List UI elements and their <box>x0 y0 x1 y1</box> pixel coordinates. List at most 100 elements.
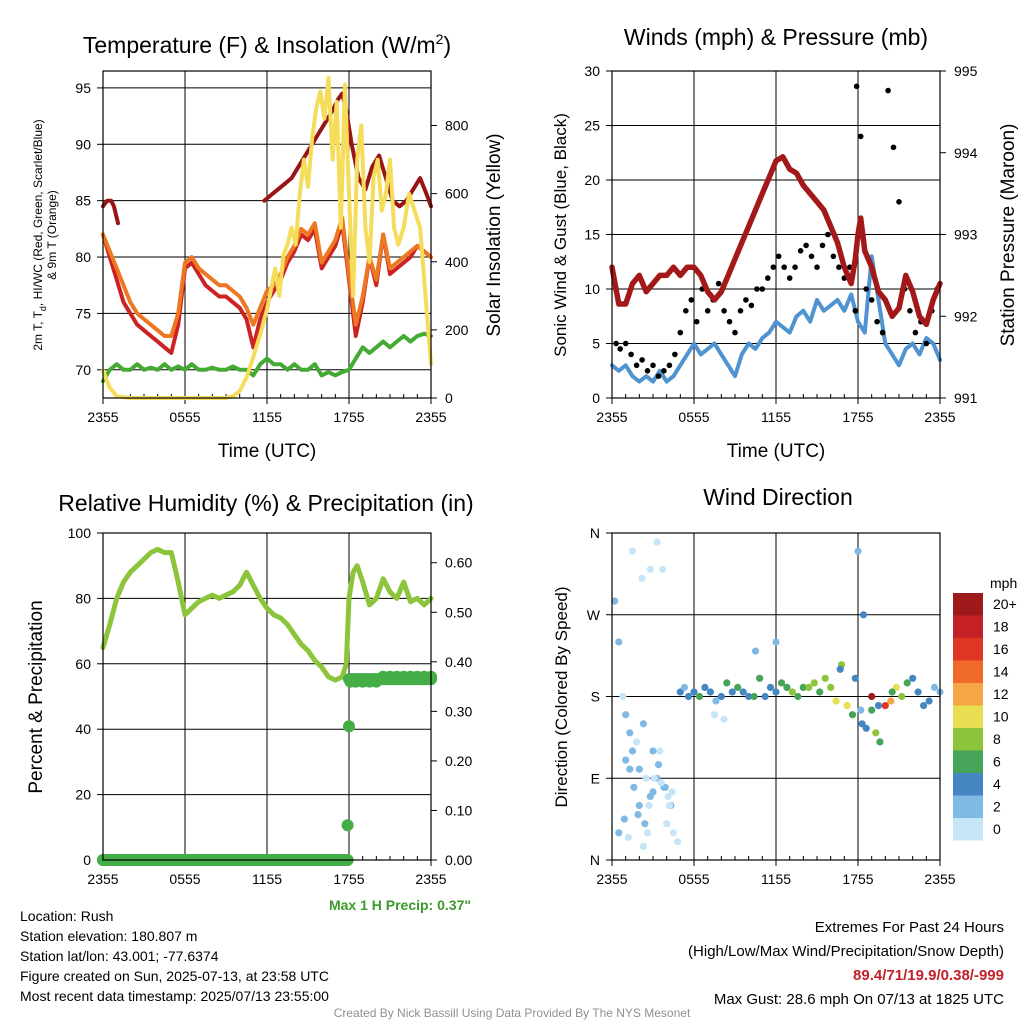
x-tick-label: 2355 <box>87 409 118 425</box>
direction-point <box>620 815 628 823</box>
x-tick-label: 0555 <box>678 409 709 425</box>
gust-point <box>666 362 673 369</box>
legend-swatch <box>953 638 983 661</box>
legend-swatch <box>953 750 983 773</box>
y-axis-label-line2: & 9m T (Orange) <box>45 190 59 280</box>
series-dewpoint <box>101 331 433 384</box>
direction-point <box>653 538 661 546</box>
x-axis-label: Time (UTC) <box>727 441 826 462</box>
gust-point <box>770 264 777 271</box>
direction-point <box>712 697 720 705</box>
chart-title: Relative Humidity (%) & Precipitation (i… <box>58 490 473 516</box>
y-tick-label: 25 <box>584 118 600 134</box>
direction-point <box>654 761 663 769</box>
gust-point <box>786 275 793 281</box>
created-text: Figure created on Sun, 2025-07-13, at 23… <box>20 968 329 984</box>
series-pressure <box>609 154 943 328</box>
direction-point <box>676 688 684 696</box>
plot-border <box>102 70 432 399</box>
direction-point <box>628 547 637 555</box>
credit-text: Created By Nick Bassill Using Data Provi… <box>333 1006 691 1020</box>
direction-point <box>643 829 652 837</box>
x-tick-label: 1155 <box>252 871 282 887</box>
gust-point <box>613 340 619 347</box>
direction-point <box>783 683 791 692</box>
gust-point <box>825 231 831 238</box>
gust-point <box>633 362 640 369</box>
direction-point <box>903 679 911 687</box>
direction-point <box>639 842 648 851</box>
chart-2: 2355 0555 1155 1755 2355 0 5 10 15 20 25 30 991 992 99… <box>551 24 1019 462</box>
legend-swatch <box>953 683 983 706</box>
y-axis-label: 2m T, Td, HI/WC (Red, Green, Scarlet/Blu… <box>31 119 48 350</box>
y-tick-label: 80 <box>75 590 91 606</box>
direction-point <box>909 674 917 682</box>
y-tick-label: W <box>587 607 601 623</box>
direction-point <box>650 774 659 782</box>
direction-point <box>674 838 682 846</box>
direction-point <box>657 779 665 787</box>
direction-point <box>859 611 868 619</box>
gust-point <box>775 253 782 260</box>
direction-point <box>874 702 883 710</box>
speed-legend: mph 20+ 18 16 14 12 10 8 6 4 2 0 <box>953 575 1017 841</box>
legend-swatch <box>953 728 983 751</box>
legend-label: 0 <box>993 821 1001 837</box>
direction-point <box>728 688 736 696</box>
direction-point <box>723 679 731 687</box>
max-gust-text: Max Gust: 28.6 mph On 07/13 at 1825 UTC <box>713 991 1004 1008</box>
direction-point <box>659 565 667 573</box>
direction-point <box>888 688 896 696</box>
direction-point <box>626 729 634 737</box>
direction-point <box>816 688 824 696</box>
gust-point <box>677 329 684 336</box>
y2-tick-label: 0.60 <box>445 555 472 571</box>
direction-point <box>630 783 638 791</box>
y2-tick-label: 994 <box>954 145 978 161</box>
legend-label: 12 <box>993 686 1009 702</box>
y-tick-label: 5 <box>592 336 600 352</box>
direction-point <box>690 688 698 696</box>
x-tick-label: 1755 <box>333 409 364 425</box>
direction-point <box>805 683 813 692</box>
max-precip-annotation: Max 1 H Precip: 0.37" <box>329 897 471 913</box>
legend-title: mph <box>990 575 1017 591</box>
legend-label: 14 <box>993 664 1009 680</box>
y2-tick-label: 0.40 <box>445 654 472 670</box>
gust-point <box>628 351 634 358</box>
x-tick-label: 2355 <box>415 871 446 887</box>
extremes-title: Extremes For Past 24 Hours <box>814 919 1004 936</box>
legend-swatch <box>953 660 983 683</box>
direction-point <box>925 697 933 705</box>
y2-tick-label: 800 <box>445 118 469 134</box>
gust-point <box>814 264 820 271</box>
extremes-subtitle: (High/Low/Max Wind/Precipitation/Snow De… <box>688 943 1004 960</box>
direction-point <box>892 683 900 692</box>
direction-point <box>821 674 829 682</box>
direction-point <box>843 702 851 710</box>
direction-point <box>680 683 689 692</box>
x-tick-label: 1755 <box>842 409 873 425</box>
direction-point <box>777 679 786 687</box>
recent-timestamp-text: Most recent data timestamp: 2025/07/13 2… <box>20 988 329 1004</box>
direction-point <box>794 692 802 701</box>
gust-point <box>907 308 913 314</box>
station-info: Location: Rush Station elevation: 180.80… <box>20 906 329 1006</box>
legend-swatch <box>953 705 983 728</box>
series-temp-9m <box>101 215 433 338</box>
direction-point <box>710 711 719 719</box>
gust-point <box>797 248 804 254</box>
gust-point <box>808 253 815 260</box>
direction-point <box>642 774 650 782</box>
gust-point <box>923 340 930 347</box>
extremes-info: Extremes For Past 24 Hours (High/Low/Max… <box>688 916 1004 1012</box>
direction-point <box>624 833 633 841</box>
direction-point <box>848 711 857 719</box>
gust-point <box>765 275 771 281</box>
chart-title: Temperature (F) & Insolation (W/m2) <box>83 31 451 58</box>
direction-point <box>772 638 780 646</box>
y-tick-label: E <box>591 770 600 786</box>
y-tick-label: 0 <box>83 852 91 868</box>
gust-point <box>704 308 711 314</box>
